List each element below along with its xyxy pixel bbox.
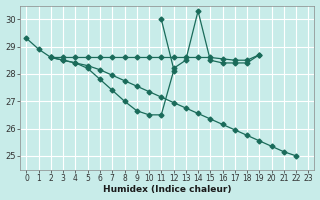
X-axis label: Humidex (Indice chaleur): Humidex (Indice chaleur): [103, 185, 232, 194]
